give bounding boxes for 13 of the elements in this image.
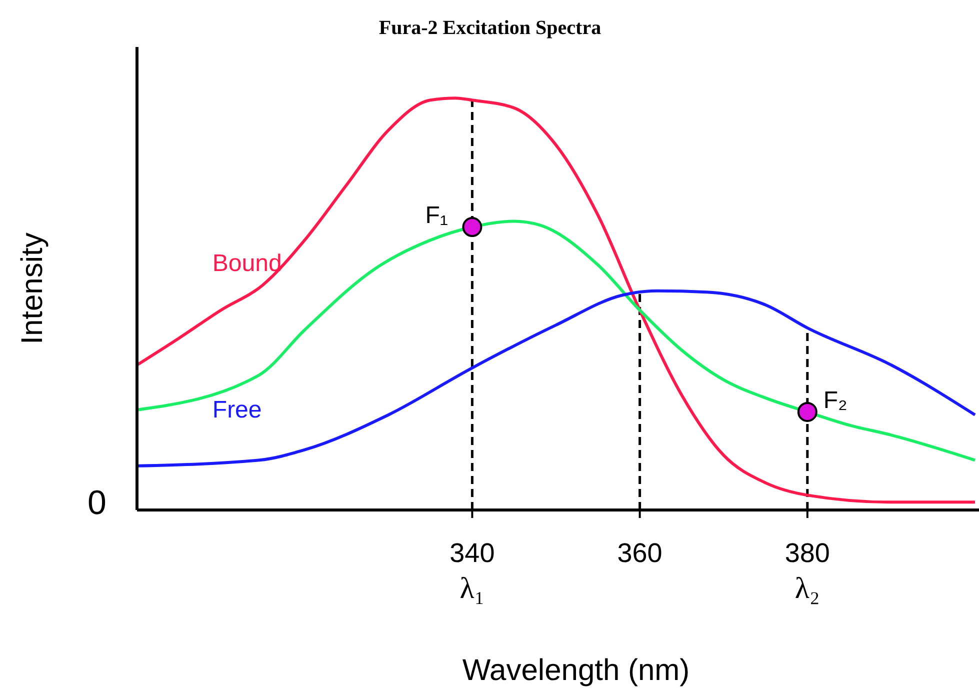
text: λ₂ — [794, 572, 820, 605]
chart-title: Fura-2 Excitation Spectra — [378, 17, 602, 39]
x-axis-title: Wavelength (nm) — [462, 654, 690, 687]
annotation: F₂ — [823, 386, 848, 414]
text: 0 — [88, 484, 106, 522]
y-axis-title: Intensity — [16, 232, 49, 344]
text: λ₁ — [460, 572, 485, 605]
series-label: Bound — [212, 250, 282, 277]
x-tick-label: 360 — [617, 538, 662, 568]
x-tick-label: 380 — [784, 538, 830, 568]
x-tick-label: 340 — [450, 538, 495, 568]
annotation: F₁ — [425, 202, 448, 230]
series-label: Free — [212, 396, 262, 424]
